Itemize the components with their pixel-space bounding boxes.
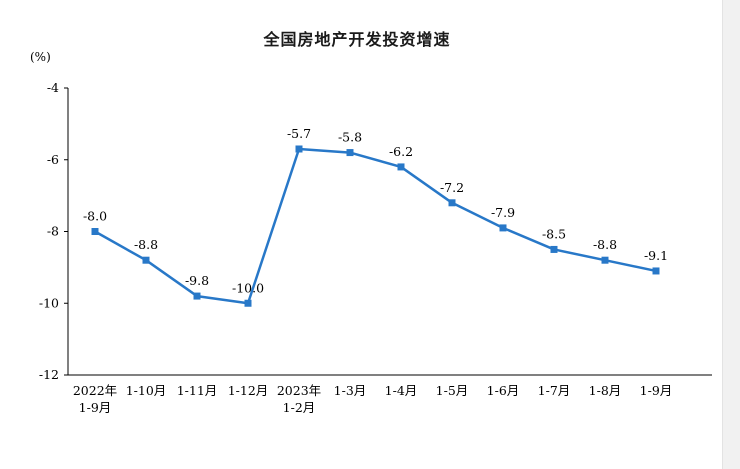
chart-title: 全国房地产开发投资增速	[263, 30, 451, 49]
svg-text:-5.8: -5.8	[338, 130, 362, 145]
svg-text:1-12月: 1-12月	[228, 383, 269, 398]
svg-text:-6: -6	[47, 152, 59, 167]
svg-text:1-6月: 1-6月	[487, 383, 520, 398]
svg-text:-9.1: -9.1	[644, 248, 668, 263]
svg-text:-7.9: -7.9	[491, 205, 515, 220]
svg-text:-5.7: -5.7	[287, 126, 311, 141]
svg-text:2023年: 2023年	[277, 383, 321, 398]
svg-text:-7.2: -7.2	[440, 180, 464, 195]
svg-text:-8.5: -8.5	[542, 226, 566, 241]
page-edge-strip	[722, 0, 740, 469]
svg-text:1-11月: 1-11月	[177, 383, 218, 398]
svg-text:1-9月: 1-9月	[79, 400, 112, 415]
svg-text:2022年: 2022年	[73, 383, 117, 398]
svg-text:-6.2: -6.2	[389, 144, 413, 159]
svg-text:1-4月: 1-4月	[385, 383, 418, 398]
svg-text:1-8月: 1-8月	[589, 383, 622, 398]
svg-text:-10.0: -10.0	[232, 280, 264, 295]
svg-text:-8.8: -8.8	[593, 237, 617, 252]
svg-text:1-7月: 1-7月	[538, 383, 571, 398]
svg-text:-10: -10	[39, 295, 59, 310]
svg-text:1-5月: 1-5月	[436, 383, 469, 398]
svg-text:-8.0: -8.0	[83, 209, 107, 224]
svg-text:1-3月: 1-3月	[334, 383, 367, 398]
y-axis-unit-label: (%)	[30, 50, 51, 64]
svg-text:-4: -4	[47, 80, 59, 95]
svg-text:-12: -12	[39, 367, 59, 382]
svg-text:-9.8: -9.8	[185, 273, 209, 288]
svg-text:-8: -8	[47, 224, 59, 239]
svg-text:1-2月: 1-2月	[283, 400, 316, 415]
svg-text:1-9月: 1-9月	[640, 383, 673, 398]
svg-text:-8.8: -8.8	[134, 237, 158, 252]
svg-text:1-10月: 1-10月	[126, 383, 167, 398]
